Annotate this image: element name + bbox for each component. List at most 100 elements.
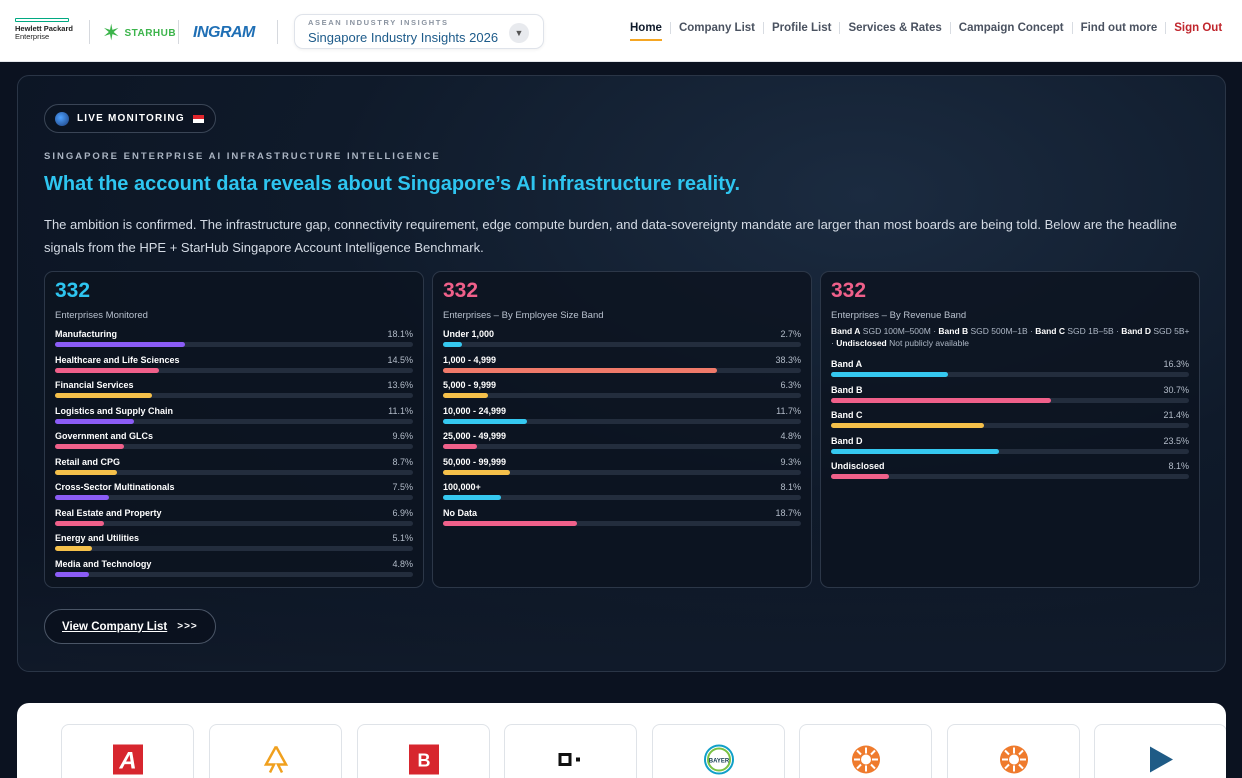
legend-description: SGD 1B–5B · — [1064, 326, 1122, 336]
stat-bar-track — [443, 444, 801, 449]
logo-tile[interactable]: A — [61, 724, 194, 778]
bayer-logo-icon: BAYER — [703, 744, 735, 778]
nav-home[interactable]: Home — [622, 22, 670, 41]
stat-row-label: Retail and CPG — [55, 456, 121, 467]
stat-bar-track — [443, 393, 801, 398]
employee-size-card: 332 Enterprises – By Employee Size Band … — [432, 271, 812, 588]
legend-description: Not publicly available — [886, 338, 969, 348]
hpe-logo-line1: Hewlett Packard — [15, 24, 73, 33]
chevron-down-icon[interactable]: ▼ — [509, 23, 529, 43]
stat-row: 100,000+ 8.1% — [443, 482, 801, 508]
stat-row-percent: 11.1% — [388, 405, 413, 416]
client-logo-carousel: A B BAYER — [17, 703, 1226, 778]
logo-tile[interactable] — [209, 724, 342, 778]
card-subtitle: Enterprises – By Revenue Band — [831, 310, 967, 321]
view-company-list-button[interactable]: View Company List >>> — [44, 609, 216, 644]
stat-bar-track — [443, 418, 801, 424]
avery-logo-icon: A — [112, 744, 143, 778]
stat-bar-fill — [55, 342, 185, 347]
logo-divider — [277, 20, 278, 44]
logo-tile[interactable] — [504, 724, 637, 778]
sign-out-link[interactable]: Sign Out — [1165, 22, 1230, 34]
region-selector-value: Singapore Industry Insights 2026 — [308, 30, 499, 45]
revenue-band-card: 332 Enterprises – By Revenue Band Band A… — [820, 271, 1200, 588]
stat-bar-track — [55, 367, 413, 373]
stat-row-percent: 8.1% — [1168, 461, 1189, 471]
stat-row: 10,000 - 24,999 11.7% — [443, 406, 801, 432]
nav-find-out-more[interactable]: Find out more — [1071, 22, 1166, 34]
stat-row-percent: 18.1% — [387, 329, 413, 339]
stat-row-percent: 13.6% — [387, 380, 413, 390]
stat-row-percent: 9.6% — [392, 431, 413, 441]
stat-row: No Data 18.7% — [443, 508, 801, 534]
stat-row-label: Under 1,000 — [443, 329, 495, 339]
stat-bar-fill — [831, 448, 1000, 454]
stat-row-label: Undisclosed — [831, 461, 885, 471]
logo-tile[interactable] — [947, 724, 1080, 778]
stat-row-label: Manufacturing — [55, 329, 117, 339]
stat-row-label: 25,000 - 49,999 — [443, 431, 507, 441]
sun-logo-icon — [999, 745, 1029, 778]
stat-row-percent: 30.7% — [1163, 384, 1189, 395]
logo-tile[interactable]: BAYER — [652, 724, 785, 778]
stat-row-percent: 18.7% — [775, 507, 801, 518]
region-selector-dropdown[interactable]: ASEAN INDUSTRY INSIGHTS Singapore Indust… — [294, 14, 544, 49]
stat-row: Undisclosed 8.1% — [831, 461, 1189, 487]
legend-description: SGD 100M–500M · — [860, 326, 939, 336]
stat-bar-fill — [55, 520, 105, 526]
hpe-logo-line2: Enterprise — [15, 32, 50, 41]
stat-row-label: Real Estate and Property — [55, 507, 162, 518]
industry-breakdown-card: 332 Enterprises Monitored Manufacturing 1… — [44, 271, 424, 588]
stat-row-percent: 5.1% — [392, 533, 413, 543]
nav-campaign-concept[interactable]: Campaign Concept — [949, 22, 1072, 34]
stat-row-label: Logistics and Supply Chain — [55, 405, 174, 416]
hpe-logo[interactable]: Hewlett Packard Enterprise — [15, 18, 75, 46]
logo-tile[interactable] — [1094, 724, 1226, 778]
stat-bar-fill — [55, 444, 124, 449]
stat-bar-track — [443, 495, 801, 500]
legend-key: Band A — [831, 326, 861, 336]
stat-bar-track — [831, 423, 1189, 428]
svg-text:B: B — [417, 751, 430, 771]
card-subtitle: Enterprises – By Employee Size Band — [443, 310, 604, 321]
stat-row-percent: 11.7% — [776, 405, 801, 416]
stat-row-percent: 14.5% — [387, 354, 413, 365]
stat-bar-track — [443, 469, 801, 475]
nav-company-list[interactable]: Company List — [669, 22, 763, 34]
stat-row-percent: 23.5% — [1163, 435, 1189, 446]
starhub-logo[interactable]: ✶ STARHUB — [102, 20, 176, 46]
stat-row-percent: 6.9% — [392, 507, 413, 518]
stat-row-label: 50,000 - 99,999 — [443, 456, 507, 467]
stat-bar-track — [831, 372, 1189, 377]
stat-bar-track — [55, 444, 413, 449]
stat-bar-fill — [55, 495, 109, 500]
stat-row-label: 5,000 - 9,999 — [443, 380, 497, 390]
nav-profile-list[interactable]: Profile List — [763, 22, 839, 34]
legend-description: SGD 5B+ · — [831, 326, 1190, 348]
stat-row-label: Band B — [831, 384, 863, 395]
stat-row-percent: 38.3% — [775, 354, 801, 365]
b-logo-icon: B — [408, 744, 439, 778]
logo-tile[interactable] — [799, 724, 932, 778]
nav-services-rates[interactable]: Services & Rates — [839, 22, 949, 34]
stat-row-label: Financial Services — [55, 380, 134, 390]
stat-row-label: Healthcare and Life Sciences — [55, 354, 180, 365]
stat-row-percent: 4.8% — [392, 558, 413, 569]
stat-bar-track — [831, 397, 1189, 403]
stat-row: 50,000 - 99,999 9.3% — [443, 457, 801, 483]
stat-rows: Band A 16.3% Band B 30.7% Band C 21.4% Band D 2… — [831, 359, 1189, 487]
stat-row-label: Band D — [831, 435, 863, 446]
stat-bar-track — [443, 342, 801, 347]
stat-row: Band C 21.4% — [831, 410, 1189, 436]
stat-bar-fill — [443, 469, 510, 475]
singapore-flag-icon — [192, 114, 204, 123]
legend-description: SGD 500M–1B · — [968, 326, 1036, 336]
ingram-logo[interactable]: INGRAM — [193, 24, 255, 41]
logo-tile[interactable]: B — [357, 724, 490, 778]
stat-row-label: Energy and Utilities — [55, 533, 140, 543]
legend-key: Band D — [1121, 326, 1151, 336]
arrow-icon: >>> — [177, 621, 198, 632]
stat-row: 5,000 - 9,999 6.3% — [443, 380, 801, 406]
legend-key: Undisclosed — [836, 338, 887, 348]
stat-row-label: Band C — [831, 410, 863, 420]
